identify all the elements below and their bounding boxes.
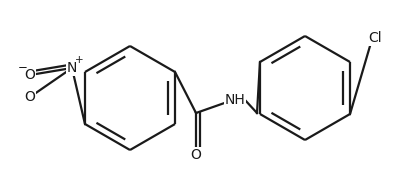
Text: O: O <box>190 148 201 162</box>
Text: Cl: Cl <box>367 31 381 45</box>
Text: NH: NH <box>224 93 245 107</box>
Text: O: O <box>24 68 35 82</box>
Text: N: N <box>67 61 77 75</box>
Text: −: − <box>18 61 28 74</box>
Text: O: O <box>24 90 35 104</box>
Text: +: + <box>75 55 83 65</box>
